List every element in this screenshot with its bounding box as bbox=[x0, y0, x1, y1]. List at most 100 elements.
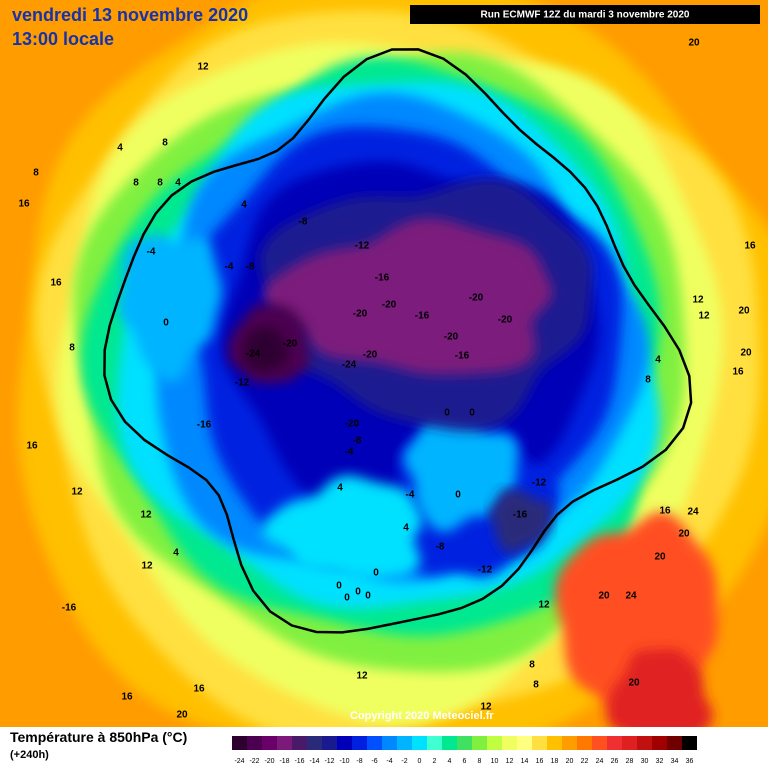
isotherm-area bbox=[261, 475, 423, 579]
scale-swatch bbox=[412, 736, 427, 750]
contour-label: 4 bbox=[173, 548, 179, 559]
scale-label: -4 bbox=[386, 758, 392, 765]
scale-swatch bbox=[262, 736, 277, 750]
isotherm-area bbox=[243, 327, 289, 372]
contour-label: 4 bbox=[655, 355, 661, 366]
scale-swatch bbox=[307, 736, 322, 750]
isotherm-area bbox=[489, 489, 552, 554]
contour-label: -24 bbox=[342, 360, 357, 371]
scale-label: 34 bbox=[671, 758, 679, 765]
color-scale: -24 -22 -20 -18 -16 -14 -12 -10 -8 -6 -4 -2 0 2 4 6 8 10 1… bbox=[232, 736, 697, 765]
contour-label: 20 bbox=[176, 710, 188, 721]
contour-label: -20 bbox=[382, 300, 397, 311]
contour-label: -4 bbox=[345, 447, 354, 458]
contour-label: -16 bbox=[375, 273, 390, 284]
contour-label: -24 bbox=[246, 349, 261, 360]
contour-label: 4 bbox=[117, 143, 123, 154]
contour-label: -4 bbox=[225, 262, 234, 273]
scale-swatch bbox=[622, 736, 637, 750]
contour-label: -4 bbox=[406, 490, 415, 501]
contour-label: -12 bbox=[355, 241, 370, 252]
scale-label: 6 bbox=[463, 758, 467, 765]
scale-label: 16 bbox=[536, 758, 544, 765]
contour-label: 20 bbox=[688, 38, 700, 49]
contour-label: 20 bbox=[654, 552, 666, 563]
contour-label: 8 bbox=[157, 178, 163, 189]
scale-label: 2 bbox=[433, 758, 437, 765]
contour-label: 8 bbox=[533, 680, 539, 691]
contour-label: 8 bbox=[133, 178, 139, 189]
contour-label: 12 bbox=[197, 62, 209, 73]
scale-label: 14 bbox=[521, 758, 529, 765]
isotherm-area bbox=[263, 218, 553, 375]
scale-swatch bbox=[232, 736, 247, 750]
scale-label: -10 bbox=[339, 758, 349, 765]
contour-label: 0 bbox=[455, 490, 461, 501]
contour-label: -16 bbox=[197, 420, 212, 431]
contour-label: 24 bbox=[687, 507, 699, 518]
scale-swatch bbox=[547, 736, 562, 750]
contour-label: 0 bbox=[365, 591, 371, 602]
contour-label: 0 bbox=[355, 587, 361, 598]
scale-swatch bbox=[382, 736, 397, 750]
contour-label: -8 bbox=[353, 436, 362, 447]
copyright: Copyright 2020 Meteociel.fr bbox=[350, 710, 494, 722]
scale-swatch bbox=[472, 736, 487, 750]
scale-label: -22 bbox=[249, 758, 259, 765]
isotherm-area bbox=[403, 413, 519, 532]
scale-label: 10 bbox=[491, 758, 499, 765]
scale-label: 0 bbox=[418, 758, 422, 765]
contour-label: 12 bbox=[698, 311, 710, 322]
scale-label: 30 bbox=[641, 758, 649, 765]
scale-swatch bbox=[607, 736, 622, 750]
scale-label: -2 bbox=[401, 758, 407, 765]
contour-label: -4 bbox=[147, 247, 156, 258]
scale-swatch bbox=[577, 736, 592, 750]
date: vendredi 13 novembre 2020 bbox=[12, 5, 248, 25]
scale-label: 22 bbox=[581, 758, 589, 765]
scale-label: -24 bbox=[234, 758, 244, 765]
scale-label: -12 bbox=[324, 758, 334, 765]
scale-swatch bbox=[517, 736, 532, 750]
contour-label: 16 bbox=[193, 684, 205, 695]
contour-label: 0 bbox=[444, 408, 450, 419]
scale-swatch bbox=[532, 736, 547, 750]
scale-swatch bbox=[397, 736, 412, 750]
contour-label: 4 bbox=[175, 178, 181, 189]
contour-label: 12 bbox=[356, 671, 368, 682]
contour-label: -16 bbox=[415, 311, 430, 322]
contour-label: 12 bbox=[141, 561, 153, 572]
contour-label: 8 bbox=[33, 168, 39, 179]
scale-swatch bbox=[322, 736, 337, 750]
contour-label: -16 bbox=[513, 510, 528, 521]
contour-label: 20 bbox=[598, 591, 610, 602]
scale-label: 32 bbox=[656, 758, 664, 765]
contour-label: 4 bbox=[337, 483, 343, 494]
contour-label: -20 bbox=[345, 419, 360, 430]
contour-label: 12 bbox=[71, 487, 83, 498]
contour-label: -16 bbox=[62, 603, 77, 614]
contour-label: 20 bbox=[738, 306, 750, 317]
contour-label: 16 bbox=[732, 367, 744, 378]
scale-swatch bbox=[352, 736, 367, 750]
scale-label: -16 bbox=[294, 758, 304, 765]
contour-label: -20 bbox=[363, 350, 378, 361]
contour-label: -16 bbox=[455, 351, 470, 362]
contour-label: -8 bbox=[299, 217, 308, 228]
isotherm-area bbox=[118, 234, 222, 383]
contour-label: -8 bbox=[436, 542, 445, 553]
scale-label: -20 bbox=[264, 758, 274, 765]
time: 13:00 locale bbox=[12, 29, 114, 49]
contour-label: 16 bbox=[50, 278, 62, 289]
scale-label: 4 bbox=[448, 758, 452, 765]
contour-label: -12 bbox=[235, 378, 250, 389]
scale-label: 12 bbox=[506, 758, 514, 765]
scale-label: 18 bbox=[551, 758, 559, 765]
run-text: Run ECMWF 12Z du mardi 3 novembre 2020 bbox=[481, 10, 690, 21]
scale-label: 26 bbox=[611, 758, 619, 765]
contour-label: 8 bbox=[69, 343, 75, 354]
scale-label: 36 bbox=[686, 758, 694, 765]
